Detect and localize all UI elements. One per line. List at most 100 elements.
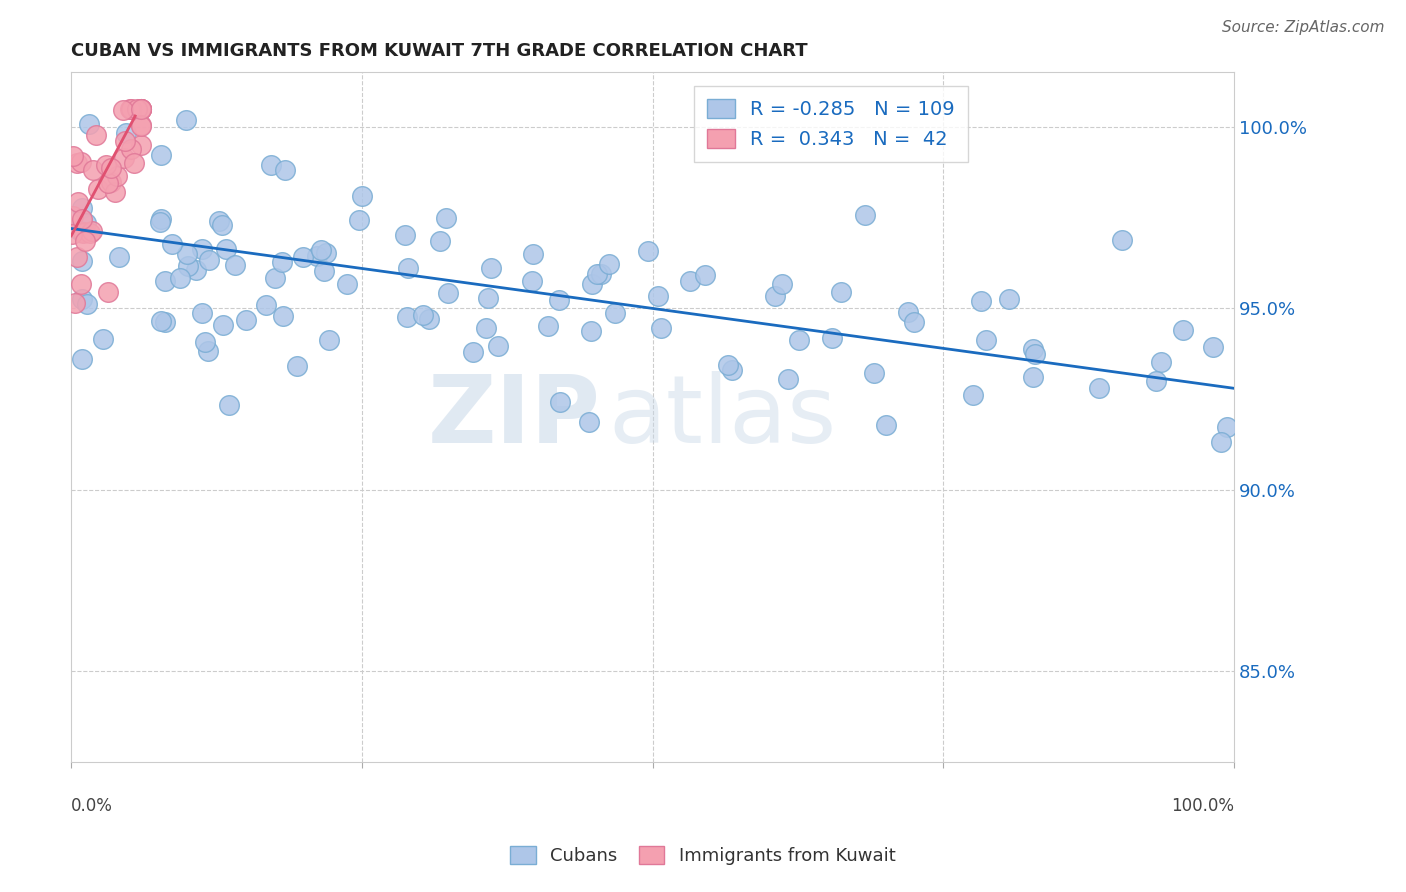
Point — [787, 333, 810, 347]
Point — [1216, 420, 1239, 434]
Point — [218, 398, 240, 412]
Point — [347, 213, 370, 227]
Point — [693, 268, 716, 282]
Point — [1201, 340, 1223, 354]
Point — [66, 250, 89, 264]
Point — [70, 211, 93, 226]
Point — [176, 260, 198, 274]
Point — [153, 274, 176, 288]
Text: 100.0%: 100.0% — [1171, 797, 1234, 814]
Point — [129, 138, 152, 153]
Point — [647, 289, 669, 303]
Point — [315, 246, 337, 260]
Point — [396, 310, 419, 324]
Legend: Cubans, Immigrants from Kuwait: Cubans, Immigrants from Kuwait — [503, 839, 903, 872]
Point — [821, 331, 844, 345]
Point — [149, 314, 172, 328]
Point — [112, 103, 135, 117]
Point — [120, 102, 142, 116]
Point — [149, 215, 172, 229]
Point — [285, 359, 308, 373]
Point — [79, 117, 101, 131]
Point — [486, 339, 509, 353]
Point — [548, 394, 571, 409]
Point — [1111, 233, 1133, 247]
Point — [312, 264, 335, 278]
Point — [1024, 347, 1046, 361]
Point — [998, 293, 1021, 307]
Point — [1088, 381, 1111, 395]
Point — [112, 152, 135, 166]
Point — [896, 305, 918, 319]
Point — [198, 253, 221, 268]
Point — [69, 277, 91, 291]
Point — [129, 102, 152, 116]
Point — [1022, 370, 1045, 384]
Point — [91, 332, 114, 346]
Point — [176, 247, 198, 261]
Point — [537, 318, 560, 333]
Point — [875, 418, 897, 433]
Point — [72, 352, 94, 367]
Point — [125, 102, 148, 116]
Point — [305, 249, 328, 263]
Point — [1022, 342, 1045, 356]
Text: CUBAN VS IMMIGRANTS FROM KUWAIT 7TH GRADE CORRELATION CHART: CUBAN VS IMMIGRANTS FROM KUWAIT 7TH GRAD… — [72, 42, 808, 60]
Text: ZIP: ZIP — [427, 371, 600, 463]
Point — [1171, 323, 1194, 337]
Point — [174, 112, 197, 127]
Point — [591, 267, 613, 281]
Point — [60, 227, 83, 241]
Point — [830, 285, 852, 300]
Point — [190, 243, 212, 257]
Point — [129, 102, 152, 116]
Point — [721, 362, 744, 376]
Point — [586, 267, 609, 281]
Point — [129, 102, 152, 116]
Point — [191, 306, 214, 320]
Point — [260, 158, 283, 172]
Point — [104, 185, 127, 199]
Point — [72, 226, 94, 240]
Text: atlas: atlas — [609, 371, 837, 463]
Point — [271, 255, 294, 269]
Point — [115, 126, 138, 140]
Point — [1209, 435, 1232, 450]
Point — [197, 344, 219, 359]
Point — [215, 242, 238, 256]
Point — [149, 148, 172, 162]
Point — [87, 182, 110, 196]
Point — [62, 209, 84, 223]
Point — [394, 227, 416, 242]
Point — [477, 291, 499, 305]
Point — [520, 274, 543, 288]
Point — [429, 235, 451, 249]
Point — [149, 211, 172, 226]
Point — [69, 155, 91, 169]
Point — [437, 285, 460, 300]
Point — [75, 216, 97, 230]
Point — [603, 305, 626, 319]
Point — [67, 223, 90, 237]
Point — [97, 177, 120, 191]
Legend: R = -0.285   N = 109, R =  0.343   N =  42: R = -0.285 N = 109, R = 0.343 N = 42 — [693, 86, 969, 162]
Point — [396, 261, 419, 276]
Point — [291, 250, 314, 264]
Point — [254, 298, 277, 312]
Point — [84, 128, 107, 142]
Point — [211, 218, 233, 232]
Point — [70, 292, 93, 306]
Point — [129, 102, 152, 116]
Point — [120, 102, 142, 116]
Point — [581, 277, 603, 291]
Point — [70, 254, 93, 268]
Point — [678, 274, 700, 288]
Point — [100, 175, 122, 189]
Point — [129, 118, 152, 132]
Point — [318, 333, 340, 347]
Point — [522, 247, 544, 261]
Point — [129, 119, 152, 133]
Point — [73, 234, 96, 248]
Point — [194, 334, 217, 349]
Text: 0.0%: 0.0% — [72, 797, 112, 814]
